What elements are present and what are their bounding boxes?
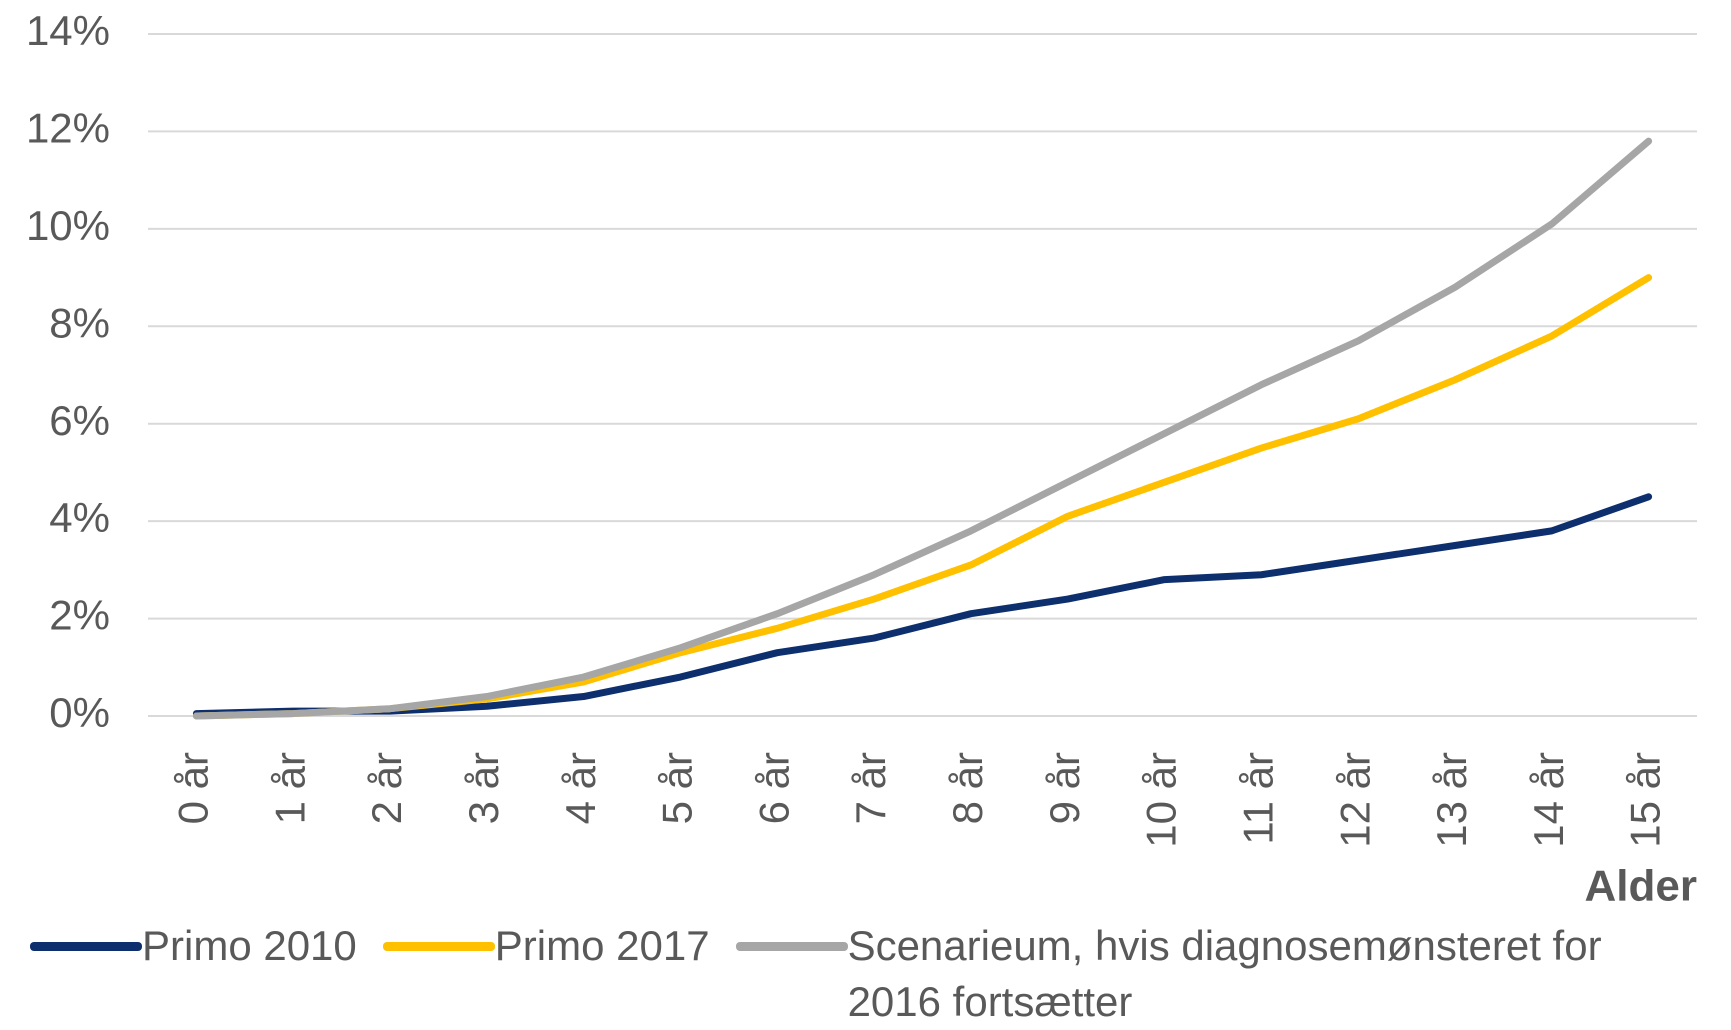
y-tick-label: 4%: [49, 494, 110, 541]
series-line: [192, 493, 1653, 718]
x-tick-label: 10 år: [1138, 752, 1185, 848]
x-tick-label: 2 år: [363, 752, 410, 824]
x-tick-label: 5 år: [654, 752, 701, 824]
y-tick-label: 12%: [26, 105, 110, 152]
x-tick-label: 6 år: [750, 752, 797, 824]
legend-item: Scenarieum, hvis diagnosemønsteret for 2…: [735, 918, 1628, 1030]
legend: Primo 2010 Primo 2017 Scenarieum, hvis dia…: [30, 918, 1730, 1030]
series-line: [192, 137, 1653, 720]
legend-swatch: [735, 942, 848, 951]
y-tick-label: 8%: [49, 299, 110, 346]
y-tick-label: 2%: [49, 592, 110, 639]
x-axis-label: Alder: [1585, 862, 1697, 910]
x-tick-label: 0 år: [170, 752, 217, 824]
x-tick-label: 4 år: [557, 752, 604, 824]
x-tick-label: 12 år: [1331, 752, 1378, 848]
x-tick-label: 13 år: [1428, 752, 1475, 848]
x-tick-label: 1 år: [266, 752, 313, 824]
legend-item: Primo 2010: [30, 918, 357, 974]
legend-label: Scenarieum, hvis diagnosemønsteret for 2…: [847, 922, 1602, 1025]
y-tick-label: 0%: [49, 689, 110, 736]
x-tick-label: 15 år: [1622, 752, 1669, 848]
y-tick-label: 6%: [49, 397, 110, 444]
y-tick-label: 10%: [26, 202, 110, 249]
x-tick-label: 14 år: [1525, 752, 1572, 848]
chart: Alder 0% 2% 4% 6% 8% 10% 12% 14% 0 år 1 år 2 år 3 å…: [26, 7, 1697, 911]
x-tick-label: 8 år: [944, 752, 991, 824]
legend-label: Primo 2017: [494, 922, 710, 969]
series-line: [192, 274, 1653, 720]
x-tick-label: 11 år: [1234, 752, 1281, 845]
x-tick-label: 9 år: [1041, 752, 1088, 824]
x-tick-label: 3 år: [460, 752, 507, 824]
legend-swatch: [382, 942, 495, 951]
legend-swatch: [30, 942, 142, 951]
y-tick-label: 14%: [26, 7, 110, 54]
x-tick-label: 7 år: [847, 752, 894, 824]
legend-item: Primo 2017: [382, 918, 710, 974]
legend-label: Primo 2010: [142, 922, 357, 969]
